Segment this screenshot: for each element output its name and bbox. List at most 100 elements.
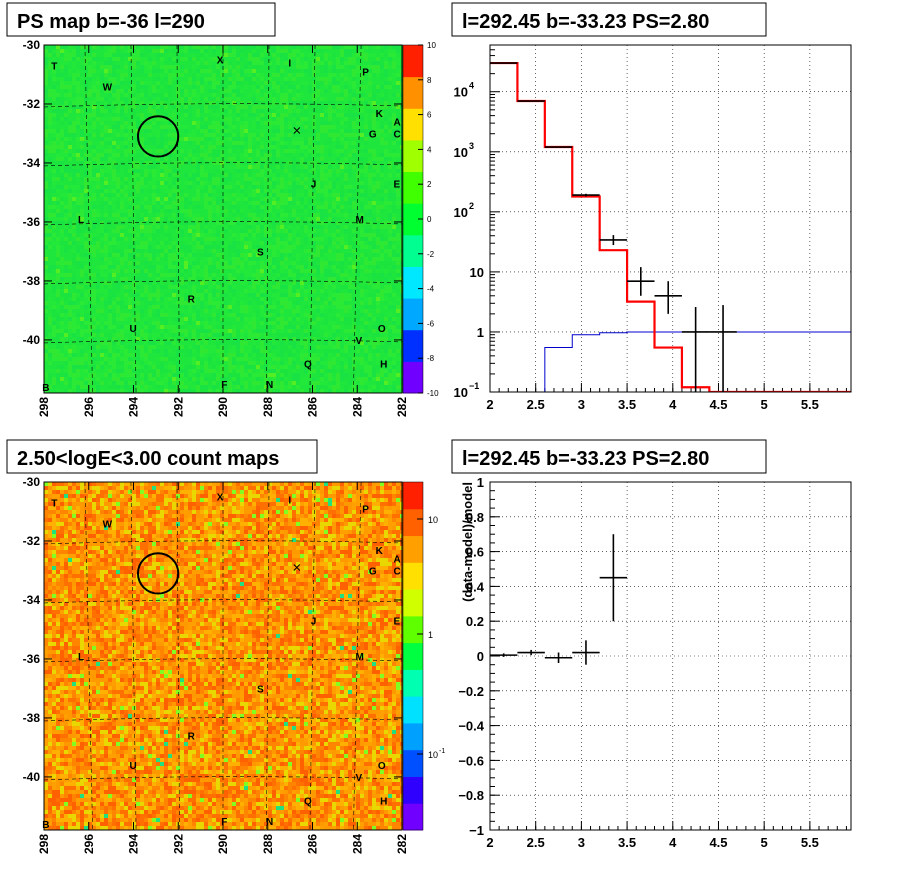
map-pixel: [84, 153, 88, 157]
map-pixel: [248, 261, 252, 265]
map-pixel: [308, 261, 312, 265]
map-pixel: [248, 173, 252, 177]
map-pixel: [212, 253, 216, 257]
map-pixel: [100, 117, 104, 121]
map-pixel: [392, 241, 396, 245]
map-pixel: [244, 209, 248, 213]
map-pixel: [108, 137, 112, 141]
map-pixel: [252, 165, 256, 169]
map-pixel: [236, 249, 240, 253]
map-pixel: [276, 49, 280, 53]
map-pixel: [336, 61, 340, 65]
map-pixel: [92, 241, 96, 245]
map-pixel: [348, 169, 352, 173]
map-pixel: [200, 89, 204, 93]
map-pixel: [344, 121, 348, 125]
map-pixel: [252, 217, 256, 221]
map-pixel: [72, 253, 76, 257]
map-pixel: [204, 185, 208, 189]
map-pixel: [44, 209, 48, 213]
map-pixel: [312, 133, 316, 137]
map-pixel: [44, 257, 48, 261]
map-pixel: [188, 213, 192, 217]
map-pixel: [344, 253, 348, 257]
map-pixel: [148, 217, 152, 221]
map-pixel: [384, 221, 388, 225]
map-pixel: [200, 169, 204, 173]
map-pixel: [268, 65, 272, 69]
map-pixel: [180, 221, 184, 225]
map-pixel: [244, 81, 248, 85]
map-pixel: [188, 233, 192, 237]
map-pixel: [168, 45, 172, 49]
map-pixel: [72, 225, 76, 229]
map-pixel: [324, 189, 328, 193]
map-pixel: [136, 65, 140, 69]
map-pixel: [244, 117, 248, 121]
map-pixel: [60, 125, 64, 129]
map-pixel: [180, 73, 184, 77]
map-pixel: [340, 93, 344, 97]
map-pixel: [276, 237, 280, 241]
map-pixel: [112, 161, 116, 165]
map-pixel: [300, 197, 304, 201]
map-pixel: [280, 249, 284, 253]
map-pixel: [180, 121, 184, 125]
map-pixel: [332, 101, 336, 105]
map-pixel: [88, 89, 92, 93]
map-pixel: [288, 169, 292, 173]
map-pixel: [284, 161, 288, 165]
map-pixel: [196, 49, 200, 53]
map-pixel: [356, 109, 360, 113]
map-pixel: [256, 221, 260, 225]
map-pixel: [76, 141, 80, 145]
map-pixel: [120, 137, 124, 141]
map-pixel: [112, 253, 116, 257]
map-pixel: [224, 45, 228, 49]
map-pixel: [244, 65, 248, 69]
map-pixel: [296, 237, 300, 241]
map-pixel: [244, 197, 248, 201]
map-pixel: [256, 261, 260, 265]
map-pixel: [100, 113, 104, 117]
map-pixel: [228, 173, 232, 177]
map-pixel: [88, 77, 92, 81]
map-pixel: [72, 241, 76, 245]
map-pixel: [192, 81, 196, 85]
map-pixel: [140, 261, 144, 265]
map-pixel: [296, 65, 300, 69]
map-pixel: [188, 125, 192, 129]
map-pixel: [200, 245, 204, 249]
map-pixel: [180, 213, 184, 217]
map-pixel: [176, 109, 180, 113]
map-pixel: [332, 249, 336, 253]
map-pixel: [336, 157, 340, 161]
map-pixel: [156, 117, 160, 121]
map-pixel: [384, 153, 388, 157]
map-pixel: [204, 121, 208, 125]
map-pixel: [92, 173, 96, 177]
map-pixel: [140, 209, 144, 213]
map-pixel: [124, 61, 128, 65]
map-pixel: [80, 157, 84, 161]
map-pixel: [52, 237, 56, 241]
map-pixel: [64, 145, 68, 149]
map-pixel: [112, 77, 116, 81]
map-pixel: [116, 125, 120, 129]
map-pixel: [196, 129, 200, 133]
map-pixel: [356, 65, 360, 69]
map-pixel: [116, 85, 120, 89]
map-pixel: [176, 105, 180, 109]
map-pixel: [56, 97, 60, 101]
map-pixel: [100, 173, 104, 177]
map-pixel: [360, 109, 364, 113]
map-pixel: [356, 93, 360, 97]
map-pixel: [72, 189, 76, 193]
map-pixel: [264, 177, 268, 181]
map-pixel: [352, 101, 356, 105]
map-pixel: [304, 205, 308, 209]
map-pixel: [180, 49, 184, 53]
map-pixel: [44, 65, 48, 69]
map-pixel: [252, 241, 256, 245]
map-pixel: [60, 73, 64, 77]
